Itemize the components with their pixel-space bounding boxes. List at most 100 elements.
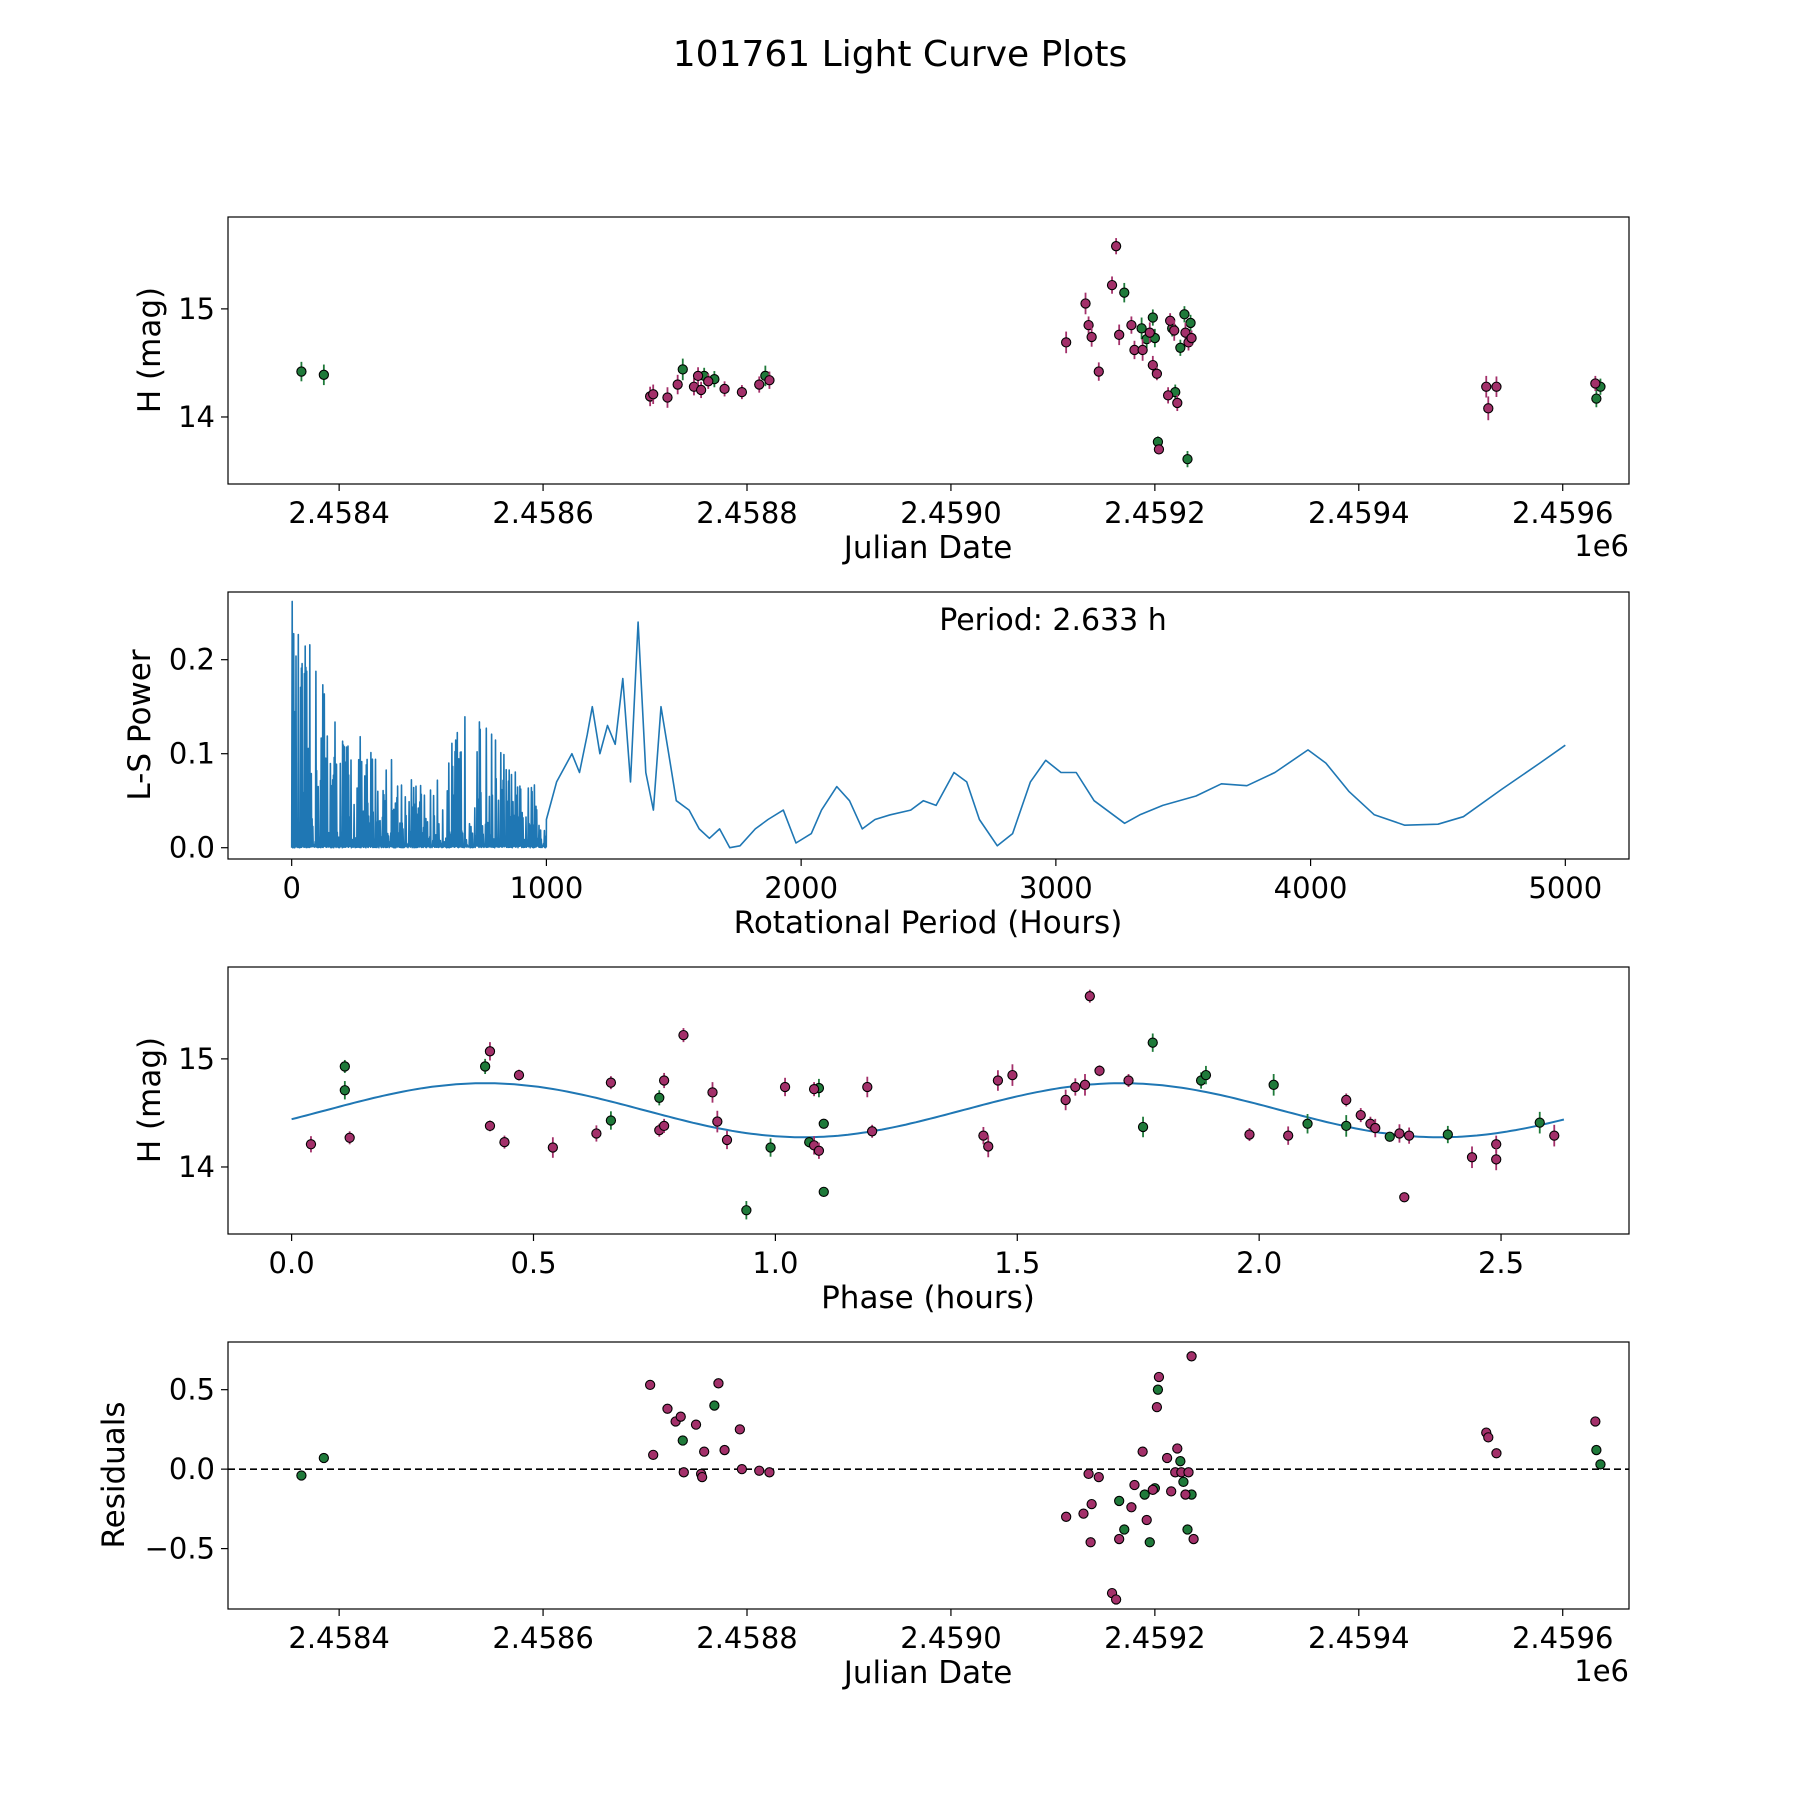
data-point (339, 1061, 350, 1072)
data-point (765, 1142, 776, 1153)
data-point (344, 1132, 355, 1143)
data-point (1591, 393, 1602, 404)
residuals-x-offset: 1e6 (1574, 1654, 1629, 1688)
data-point (1595, 1459, 1606, 1470)
data-point (1119, 287, 1130, 298)
data-point (1483, 403, 1494, 414)
data-point (764, 375, 775, 386)
data-point (1137, 1446, 1148, 1457)
data-point (1466, 1152, 1478, 1163)
data-point (754, 1465, 765, 1476)
data-point (1200, 1069, 1212, 1081)
x-tick-label: 2.4596 (1512, 1621, 1613, 1655)
data-point (1283, 1130, 1294, 1141)
data-point (1110, 1594, 1122, 1605)
y-tick-label: 0.0 (169, 831, 215, 865)
data-point (719, 383, 730, 395)
data-point (654, 1092, 665, 1103)
data-point (605, 1077, 617, 1088)
raw-light-curve-x-offset: 1e6 (1574, 529, 1629, 563)
data-point (1394, 1128, 1405, 1139)
data-point (1355, 1109, 1366, 1121)
data-point (296, 366, 307, 377)
data-point (1591, 1444, 1602, 1456)
data-point (1172, 397, 1183, 409)
x-tick-label: 2.4592 (1104, 496, 1205, 530)
data-point (699, 1446, 710, 1457)
data-point (1384, 1131, 1395, 1142)
data-point (296, 1470, 307, 1481)
raw-light-curve-xlabel: Julian Date (842, 530, 1013, 566)
data-point (1175, 1456, 1186, 1467)
periodogram-panel: 0 1000 2000 3000 4000 5000 0.0 0.1 0.2 Period: 2… (122, 591, 1630, 941)
data-point (305, 1139, 317, 1150)
data-point (1093, 366, 1104, 377)
data-point (1186, 1351, 1197, 1362)
data-point (339, 1085, 350, 1096)
data-point (1086, 1498, 1097, 1510)
data-point (1483, 1432, 1494, 1443)
data-point (658, 1075, 670, 1086)
data-point (703, 376, 714, 387)
data-point (1153, 444, 1165, 455)
data-point (1114, 329, 1125, 340)
data-point (1590, 1416, 1601, 1427)
data-point (1549, 1130, 1560, 1141)
data-point (1182, 453, 1193, 465)
data-point (696, 1471, 708, 1483)
periodogram-axes: 0 1000 2000 3000 4000 5000 0.0 0.1 0.2 (169, 643, 1602, 905)
data-point (992, 1075, 1004, 1086)
data-point (736, 1463, 748, 1475)
data-point (1141, 1514, 1152, 1526)
data-point (1086, 331, 1097, 343)
data-point (675, 1411, 686, 1422)
data-point (1126, 319, 1137, 331)
data-point (479, 1061, 491, 1072)
data-point (1161, 1452, 1173, 1464)
data-point (1060, 1094, 1071, 1106)
data-point (1079, 1079, 1091, 1090)
data-point (1061, 337, 1072, 348)
data-point (1268, 1079, 1279, 1090)
x-tick-label: 0.0 (269, 1246, 315, 1280)
y-tick-label: 0.0 (169, 1452, 215, 1486)
x-tick-label: 2.4586 (492, 496, 593, 530)
y-tick-label: 0.1 (169, 737, 215, 771)
data-point (1144, 1537, 1155, 1548)
data-point (678, 1029, 689, 1041)
data-point (721, 1134, 733, 1146)
data-point (499, 1136, 510, 1148)
data-point (707, 1087, 718, 1098)
data-point (644, 1379, 656, 1391)
data-point (547, 1142, 559, 1153)
data-point (1137, 1121, 1149, 1133)
x-tick-label: 1.0 (752, 1246, 798, 1280)
raw-light-curve-axes: 2.4584 2.4586 2.4588 2.4590 2.4592 2.4594 2.45… (178, 292, 1613, 530)
phase-curve-marks (291, 989, 1565, 1220)
raw-light-curve-frame (227, 216, 1630, 485)
data-point (484, 1120, 496, 1132)
data-point (1007, 1069, 1018, 1081)
data-point (1590, 378, 1601, 389)
y-tick-label: 14 (178, 1150, 215, 1184)
data-point (713, 1378, 724, 1389)
data-point (648, 1449, 659, 1460)
data-point (1169, 325, 1180, 336)
x-tick-label: 2.4584 (288, 1621, 389, 1655)
data-point (862, 1081, 873, 1093)
data-point (605, 1115, 617, 1126)
data-point (1147, 1484, 1158, 1495)
x-tick-label: 3000 (1019, 871, 1093, 905)
raw-light-curve-ylabel: H (mag) (132, 287, 168, 413)
data-point (484, 1046, 496, 1057)
data-point (734, 1424, 746, 1435)
data-point (736, 386, 748, 398)
data-point (1341, 1094, 1352, 1106)
y-tick-label: 15 (178, 292, 215, 326)
data-point (1399, 1192, 1410, 1203)
data-point (1147, 1037, 1158, 1048)
data-point (1136, 323, 1147, 334)
data-point (741, 1205, 752, 1216)
y-tick-label: 14 (178, 400, 215, 434)
